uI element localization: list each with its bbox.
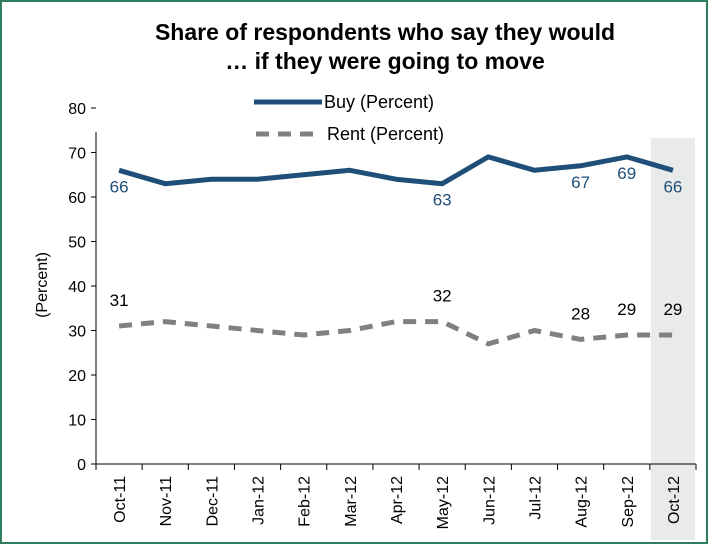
y-tick-label: 0 xyxy=(77,457,86,474)
x-axis: Oct-11 Nov-11 Dec-11 Jan-12 Feb-12 Mar-12 Apr-… xyxy=(95,463,697,529)
x-tick-label: Oct-12 xyxy=(666,476,683,524)
data-label-rent: 29 xyxy=(617,300,636,319)
series-line-rent xyxy=(118,319,673,347)
x-tick-label: Jul-12 xyxy=(527,476,544,520)
data-label-rent: 29 xyxy=(663,300,682,319)
x-tick-label: Dec-11 xyxy=(204,476,221,526)
data-label-buy: 63 xyxy=(433,191,452,210)
chart-title-line-2: … if they were going to move xyxy=(225,48,544,74)
data-label-buy: 66 xyxy=(663,177,682,196)
series-line-buy xyxy=(118,154,674,187)
highlight-band-oct-12 xyxy=(650,138,695,540)
x-tick-label: Nov-11 xyxy=(158,476,175,526)
y-tick-label: 60 xyxy=(68,190,86,207)
series-layer xyxy=(118,154,674,347)
data-label-rent: 28 xyxy=(571,304,590,323)
x-tick-label: Jun-12 xyxy=(481,476,498,525)
x-tick-label: May-12 xyxy=(435,476,452,529)
data-label-rent: 32 xyxy=(433,287,452,306)
x-tick-label: Feb-12 xyxy=(297,476,314,527)
data-label-rent: 31 xyxy=(110,291,129,310)
y-tick-label: 50 xyxy=(68,235,86,252)
data-label-buy: 69 xyxy=(617,164,636,183)
x-tick-label: Oct-11 xyxy=(112,476,129,523)
y-axis-title: (Percent) xyxy=(34,252,51,318)
chart-title-line-1: Share of respondents who say they would xyxy=(155,19,615,45)
x-tick-label: Apr-12 xyxy=(389,476,406,524)
data-label-buy: 67 xyxy=(571,173,590,192)
y-tick-label: 80 xyxy=(68,101,86,118)
data-label-buy: 66 xyxy=(110,177,129,196)
legend: Buy (Percent) Rent (Percent) xyxy=(254,92,444,144)
y-tick-label: 70 xyxy=(68,146,86,163)
data-label-layer: 66 63 67 69 66 31 32 28 29 29 xyxy=(110,164,683,323)
x-tick-label: Jan-12 xyxy=(251,476,268,525)
y-tick-label: 10 xyxy=(68,413,86,430)
y-tick-label: 40 xyxy=(68,279,86,296)
x-tick-label: Sep-12 xyxy=(620,476,637,528)
legend-label-rent: Rent (Percent) xyxy=(327,124,444,144)
x-tick-label: Mar-12 xyxy=(343,476,360,527)
y-axis: 0 10 20 30 40 50 60 70 80 xyxy=(68,101,97,474)
y-tick-label: 30 xyxy=(68,324,86,341)
legend-label-buy: Buy (Percent) xyxy=(324,92,434,112)
x-tick-label: Aug-12 xyxy=(574,476,591,528)
y-tick-label: 20 xyxy=(68,368,86,385)
